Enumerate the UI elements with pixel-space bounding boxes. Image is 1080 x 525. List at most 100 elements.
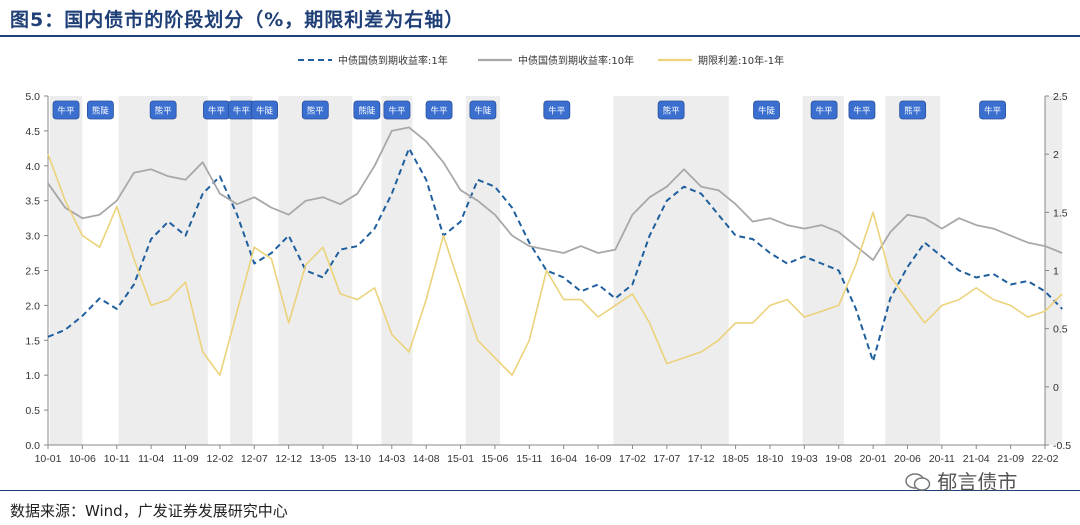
series-line-1 (47, 126, 1063, 261)
data-source: 数据来源：Wind，广发证券发展研究中心 (10, 502, 288, 520)
shade-band-6 (613, 96, 729, 445)
phase-box-0 (52, 100, 80, 120)
legend-label-2: 期限利差:10年-1年 (698, 54, 784, 67)
y-left-tick-label: 1.0 (25, 370, 40, 382)
x-tick-label: 15-01 (447, 453, 474, 465)
x-tick-label: 13-10 (344, 453, 371, 465)
phase-label-0: 牛平 (58, 106, 76, 117)
phase-label-1: 熊陡 (92, 106, 110, 117)
phase-label-5: 牛陡 (256, 106, 274, 117)
x-tick-label: 15-06 (482, 453, 509, 465)
x-tick-label: 11-09 (172, 453, 198, 465)
x-tick-label: 14-08 (413, 453, 440, 465)
x-tick-label: 19-03 (791, 453, 818, 465)
phase-label-15: 牛平 (853, 106, 871, 117)
y-left-tick-label: 0.0 (25, 440, 40, 452)
watermark: 郁言债市 (905, 466, 1017, 495)
chart-series (47, 126, 1063, 377)
title-rule (0, 35, 1080, 37)
phase-label-7: 熊陡 (358, 106, 376, 117)
shade-band-8 (885, 96, 941, 445)
phase-label-3: 牛平 (208, 106, 226, 117)
x-tick-label: 20-01 (860, 453, 887, 465)
y-left-tick-label: 3.0 (25, 231, 40, 243)
wechat-icon (905, 473, 931, 491)
phase-box-2 (149, 100, 177, 120)
shade-band-3 (278, 96, 353, 445)
phase-box-13 (753, 100, 780, 120)
x-tick-label: 10-11 (104, 453, 130, 465)
phase-label-4: 牛平 (233, 106, 251, 117)
phase-box-9 (425, 100, 453, 120)
footer-rule (0, 490, 1080, 491)
x-tick-label: 17-12 (688, 453, 715, 465)
y-left-tick-label: 3.5 (25, 196, 40, 208)
x-tick-label: 18-05 (722, 453, 749, 465)
phase-label-9: 牛平 (431, 106, 449, 117)
phase-label-2: 熊平 (155, 106, 173, 117)
y-left-tick-label: 0.5 (25, 405, 40, 417)
shade-band-9 (1045, 96, 1063, 445)
legend-label-0: 中债国债到期收益率:1年 (338, 54, 448, 67)
y-left-tick-label: 2.0 (25, 300, 40, 312)
phase-box-1 (87, 100, 114, 120)
y-right-tick-label: 2.5 (1053, 91, 1068, 103)
x-tick-label: 13-05 (310, 453, 337, 465)
y-left-tick-label: 1.5 (25, 335, 40, 347)
chart-title: 图5：国内债市的阶段划分（%，期限利差为右轴） (10, 9, 465, 31)
x-tick-label: 21-04 (963, 453, 990, 465)
phase-box-5 (251, 100, 278, 120)
y-right-tick-label: 1 (1053, 266, 1059, 278)
phase-box-11 (543, 100, 571, 120)
x-tick-label: 16-04 (550, 453, 577, 465)
x-tick-label: 12-07 (241, 453, 268, 465)
y-right-tick-label: 2 (1053, 149, 1059, 161)
shade-band-0 (49, 96, 83, 445)
y-right-tick-label: 1.5 (1053, 207, 1068, 219)
shade-band-5 (465, 96, 501, 445)
x-tick-label: 10-01 (35, 453, 62, 465)
y-left-tick-label: 4.5 (25, 126, 40, 138)
x-tick-label: 12-02 (206, 453, 233, 465)
y-right-tick-label: -0.5 (1053, 440, 1071, 452)
phase-label-12: 熊平 (663, 106, 681, 117)
phase-label-8: 牛平 (388, 106, 406, 117)
x-tick-label: 11-04 (138, 453, 164, 465)
phase-label-17: 牛平 (984, 106, 1002, 117)
x-tick-label: 21-09 (997, 453, 1024, 465)
shade-band-2 (230, 96, 253, 445)
chart-legend: 中债国债到期收益率:1年 中债国债到期收益率:10年 期限利差:10年-1年 (298, 54, 784, 67)
phase-label-11: 牛平 (548, 106, 566, 117)
phase-box-10 (469, 100, 497, 120)
phase-label-16: 熊平 (904, 106, 922, 117)
y-right-tick-label: 0 (1053, 382, 1059, 394)
x-tick-label: 22-02 (1032, 453, 1059, 465)
watermark-text: 郁言债市 (937, 470, 1018, 494)
phase-box-8 (383, 100, 411, 120)
y-left-tick-label: 4.0 (25, 161, 40, 173)
x-tick-label: 15-11 (516, 453, 542, 465)
shaded-periods (49, 96, 1063, 445)
phase-label-13: 牛陡 (758, 106, 776, 117)
phase-label-14: 牛平 (816, 106, 834, 117)
phase-box-6 (301, 100, 329, 120)
y-left-tick-label: 2.5 (25, 266, 40, 278)
yield-chart: 0.0 0.5 1.0 1.5 2.0 2.5 3.0 3.5 4.0 4.5 5.0 -0.5 0 0.… (25, 54, 1071, 465)
x-tick-label: 20-06 (894, 453, 921, 465)
x-tick-label: 14-03 (378, 453, 405, 465)
legend-label-1: 中债国债到期收益率:10年 (518, 54, 634, 67)
y-left-tick-label: 5.0 (25, 91, 40, 103)
phase-box-17 (979, 100, 1006, 120)
phase-box-16 (899, 100, 927, 120)
shade-band-1 (118, 96, 208, 445)
x-tick-label: 19-08 (825, 453, 852, 465)
phase-box-12 (657, 100, 685, 120)
x-tick-label: 18-10 (757, 453, 784, 465)
phase-box-15 (848, 100, 876, 120)
y-right-tick-label: 0.5 (1053, 324, 1068, 336)
phase-box-7 (353, 100, 381, 120)
x-tick-label: 20-11 (929, 453, 955, 465)
phase-box-14 (810, 100, 838, 120)
phase-labels: 牛平 熊陡 熊平 牛平 牛平 牛陡 熊平 熊陡 牛平 牛平 牛陡 牛平 熊平 牛陡 牛平 牛平 熊平 牛平 (52, 100, 1006, 120)
phase-label-10: 牛陡 (474, 106, 492, 117)
